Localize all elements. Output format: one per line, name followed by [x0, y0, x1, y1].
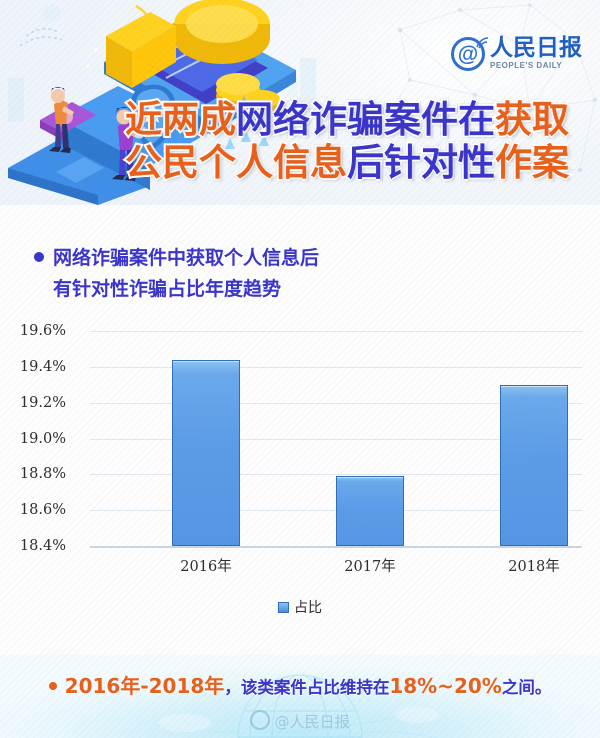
- signal-waves-icon: [476, 36, 489, 48]
- weibo-icon: [250, 710, 271, 730]
- title-line-2: 公民个人信息后针对性作案: [123, 139, 571, 186]
- title-seg-4: 公民个人信息: [123, 139, 349, 186]
- y-axis-tick-label: 19.4%: [19, 358, 66, 375]
- peoples-daily-logo: @ 人民日报 PEOPLE'S DAILY: [451, 36, 582, 71]
- header-banner: @ 人民日报 PEOPLE'S DAILY 近两成网络诈骗案件在获取 公民个人信…: [0, 0, 600, 205]
- subtitle-line-1: 网络诈骗案件中获取个人信息后: [53, 247, 320, 269]
- chart-gridline: [90, 474, 582, 476]
- chart-bar: [172, 359, 240, 546]
- y-axis-tick-label: 19.0%: [19, 430, 66, 447]
- at-symbol-icon: @: [451, 36, 489, 71]
- watermark-text: @人民日报: [274, 713, 350, 731]
- chart-gridline: [90, 331, 582, 332]
- chart-bar: [336, 476, 404, 546]
- x-axis-tick-label: 2017年: [344, 559, 396, 575]
- chart-gridline: [90, 438, 582, 440]
- caption-seg-1: 2016年-2018年: [64, 674, 225, 698]
- y-axis-tick-label: 19.2%: [19, 394, 66, 411]
- logo-english-name: PEOPLE'S DAILY: [490, 61, 563, 70]
- at-glyph: @: [457, 42, 479, 66]
- bullet-dot-icon: [34, 252, 44, 262]
- title-seg-2: 网络诈骗案件在: [234, 96, 497, 143]
- chart-subtitle: 网络诈骗案件中获取个人信息后 有针对性诈骗占比年度趋势: [34, 243, 319, 305]
- x-axis-tick-label: 2016年: [180, 559, 232, 575]
- caption-seg-4: 之间。: [501, 678, 552, 697]
- y-axis-tick-label: 18.8%: [19, 466, 66, 483]
- title-seg-6: 作案: [493, 139, 571, 186]
- y-axis-tick-label: 18.6%: [19, 502, 66, 519]
- caption-seg-2: ，该类案件占比维持在: [224, 678, 390, 697]
- title-line-1: 近两成网络诈骗案件在获取: [123, 96, 571, 143]
- polygon-mesh-decoration: [383, 3, 597, 173]
- legend-label: 占比: [294, 600, 322, 616]
- footer-banner: 2016年-2018年，该类案件占比维持在18%~20%之间。 @人民日报: [0, 655, 600, 738]
- page-title: 近两成网络诈骗案件在获取 公民个人信息后针对性作案: [123, 96, 571, 186]
- chart-legend: 占比: [0, 597, 600, 617]
- chart-section: 网络诈骗案件中获取个人信息后 有针对性诈骗占比年度趋势 19.6% 19.4% 19…: [0, 205, 600, 655]
- bar-chart: 19.6% 19.4% 19.2% 19.0% 18.8% 18.6% 18.4% 2016…: [0, 323, 600, 575]
- caption-bullet-icon: [48, 682, 57, 690]
- logo-text-block: 人民日报 PEOPLE'S DAILY: [490, 36, 582, 71]
- chart-bar: [500, 384, 568, 546]
- isometric-security-illustration: [8, 0, 316, 205]
- footer-caption: 2016年-2018年，该类案件占比维持在18%~20%之间。: [0, 670, 600, 699]
- caption-seg-3: 18%~20%: [389, 674, 502, 698]
- chart-gridline: [90, 402, 582, 404]
- y-axis-tick-label: 19.6%: [19, 323, 66, 339]
- globe-network-decoration: [154, 674, 439, 738]
- title-seg-5: 后针对性: [345, 139, 497, 186]
- y-axis-tick-label: 18.4%: [19, 538, 66, 554]
- title-seg-1: 近两成: [123, 96, 238, 143]
- title-seg-3: 获取: [493, 96, 571, 143]
- chart-plot-area: 19.6% 19.4% 19.2% 19.0% 18.8% 18.6% 18.4%: [20, 323, 582, 554]
- legend-swatch-icon: [278, 602, 289, 613]
- subtitle-line-2: 有针对性诈骗占比年度趋势: [53, 278, 282, 300]
- chart-baseline: [90, 546, 582, 548]
- logo-chinese-name: 人民日报: [490, 35, 582, 61]
- chart-gridline: [90, 366, 582, 368]
- x-axis-tick-label: 2018年: [508, 559, 560, 575]
- weibo-watermark: @人民日报: [0, 710, 600, 732]
